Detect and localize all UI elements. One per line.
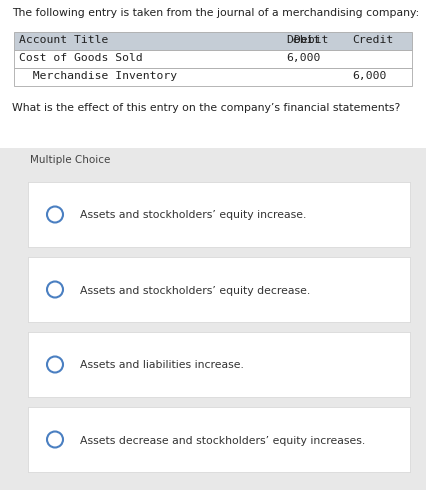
- Text: Cost of Goods Sold: Cost of Goods Sold: [19, 53, 143, 63]
- Text: Multiple Choice: Multiple Choice: [30, 155, 110, 165]
- Text: Debit: Debit: [19, 35, 328, 45]
- FancyBboxPatch shape: [14, 68, 412, 86]
- Text: Debit: Debit: [286, 35, 320, 45]
- FancyBboxPatch shape: [14, 32, 412, 50]
- Text: Credit: Credit: [352, 35, 393, 45]
- Text: What is the effect of this entry on the company’s financial statements?: What is the effect of this entry on the …: [12, 103, 400, 113]
- Text: Assets and liabilities increase.: Assets and liabilities increase.: [80, 360, 244, 371]
- Text: Assets and stockholders’ equity decrease.: Assets and stockholders’ equity decrease…: [80, 285, 310, 295]
- FancyBboxPatch shape: [28, 407, 410, 472]
- FancyBboxPatch shape: [28, 182, 410, 247]
- Text: 6,000: 6,000: [352, 71, 386, 81]
- Text: Account Title: Account Title: [19, 35, 108, 45]
- FancyBboxPatch shape: [14, 50, 412, 68]
- FancyBboxPatch shape: [28, 257, 410, 322]
- Text: Assets decrease and stockholders’ equity increases.: Assets decrease and stockholders’ equity…: [80, 435, 365, 446]
- Text: Merchandise Inventory: Merchandise Inventory: [19, 71, 177, 81]
- FancyBboxPatch shape: [28, 332, 410, 397]
- FancyBboxPatch shape: [0, 148, 426, 490]
- Text: The following entry is taken from the journal of a merchandising company:: The following entry is taken from the jo…: [12, 8, 419, 18]
- Text: Assets and stockholders’ equity increase.: Assets and stockholders’ equity increase…: [80, 211, 306, 220]
- Text: 6,000: 6,000: [286, 53, 320, 63]
